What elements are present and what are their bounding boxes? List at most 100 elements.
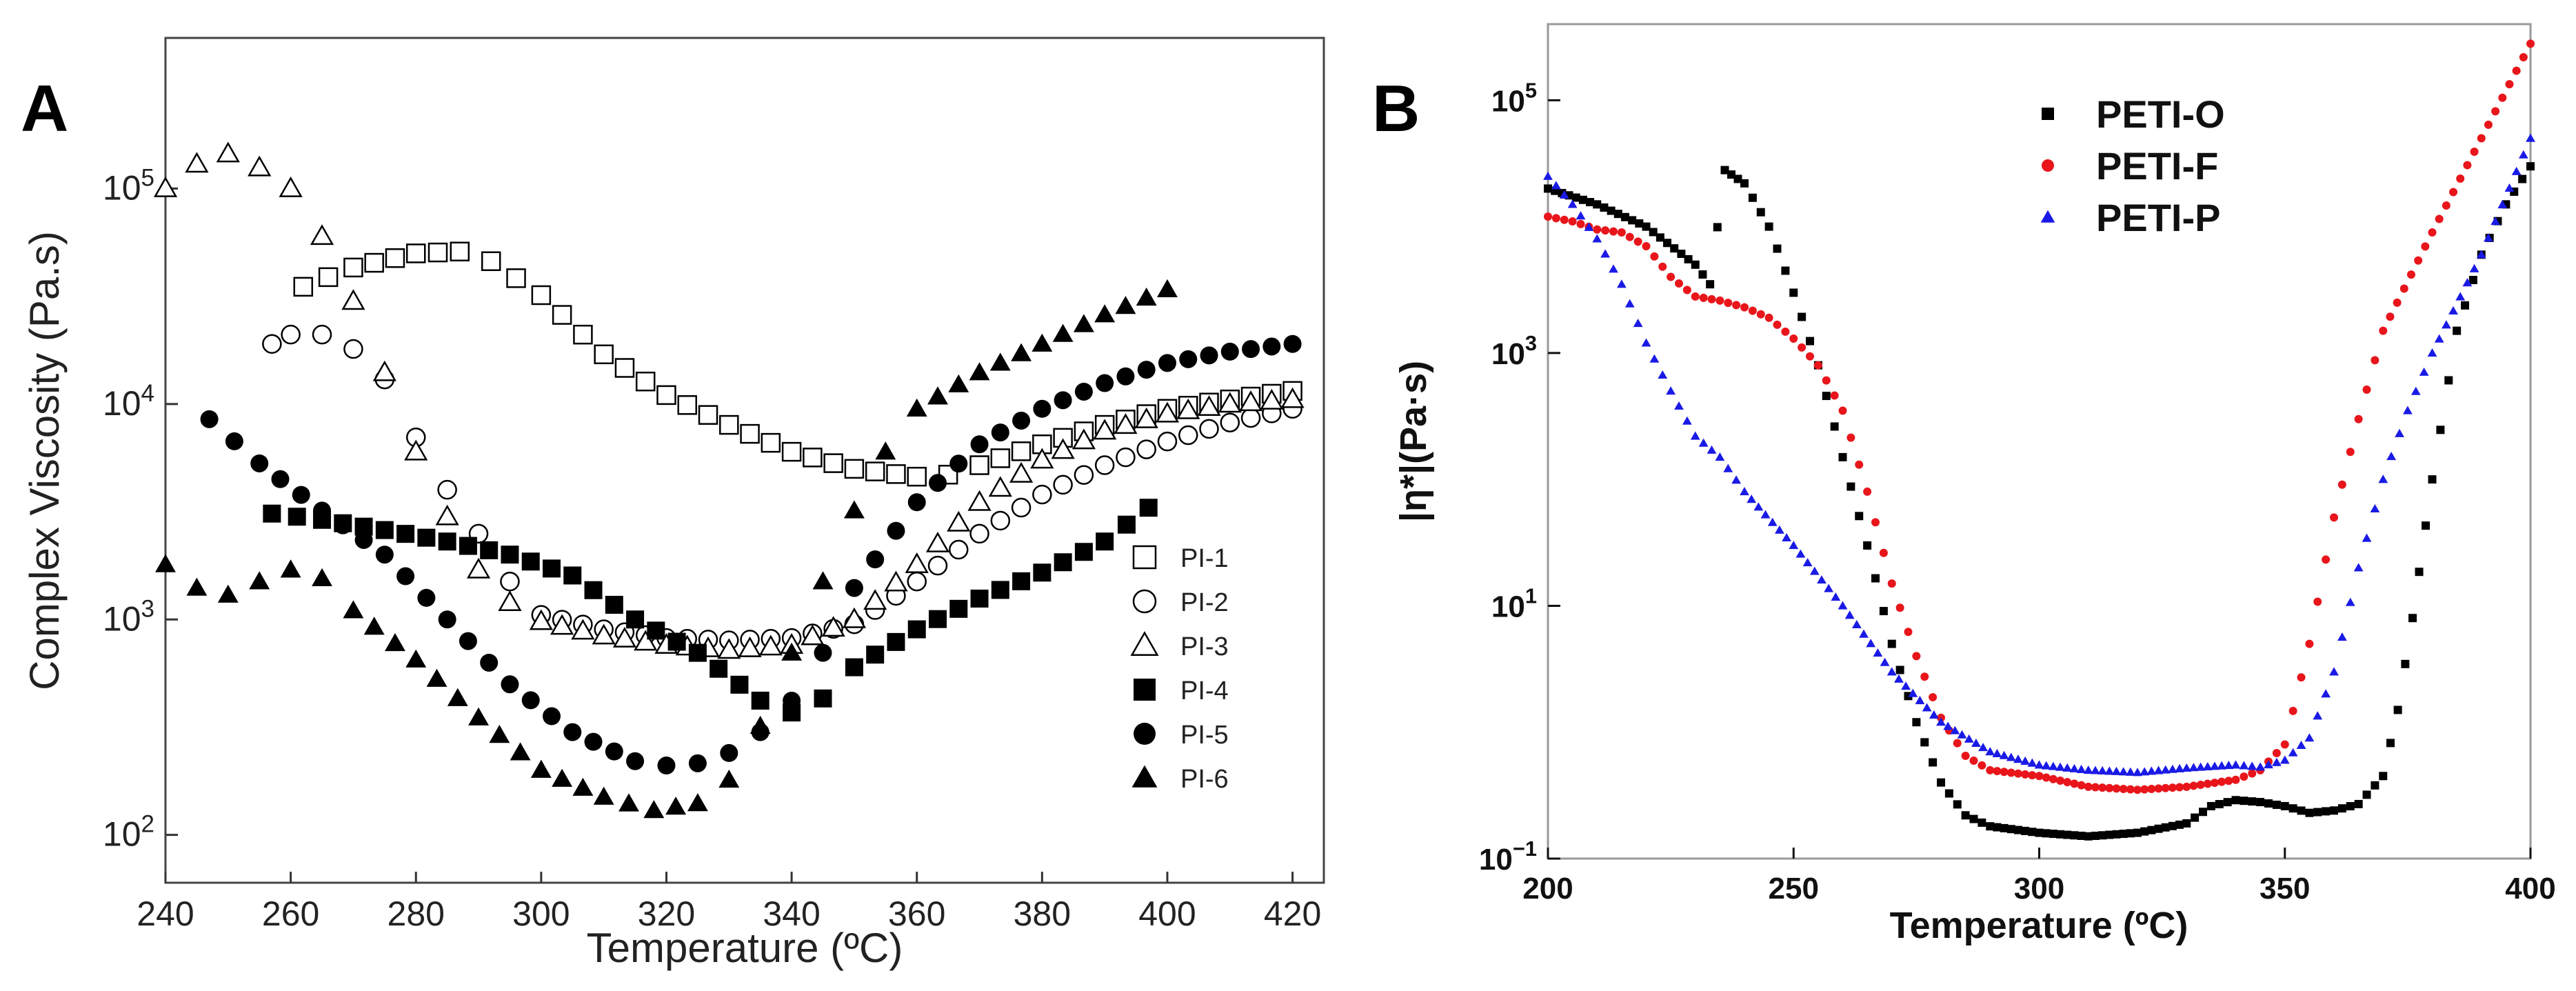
data-point xyxy=(2393,705,2402,714)
data-point xyxy=(1218,392,1242,413)
legend-label-PI-6: PI-6 xyxy=(1180,765,1229,794)
data-point xyxy=(584,581,603,599)
data-point xyxy=(1922,703,1932,712)
data-point xyxy=(634,630,658,651)
data-point xyxy=(435,504,459,525)
data-point xyxy=(1656,233,1664,242)
data-point xyxy=(1961,752,1970,761)
data-point xyxy=(2491,107,2500,116)
data-point xyxy=(1158,354,1176,372)
data-point xyxy=(529,609,553,630)
data-point xyxy=(1986,765,1995,774)
data-point xyxy=(584,732,603,751)
data-point xyxy=(1880,657,1890,666)
data-point xyxy=(1715,452,1725,461)
data-point xyxy=(2305,808,2314,817)
data-point xyxy=(614,358,635,378)
data-point xyxy=(1576,219,1585,228)
data-point xyxy=(1114,413,1138,434)
legend-label-PETI-F: PETI-F xyxy=(2096,144,2218,188)
data-point xyxy=(375,521,394,539)
data-point xyxy=(1813,361,1822,370)
data-point xyxy=(1993,767,2002,776)
legend-marker-PETI-O xyxy=(2042,108,2054,120)
data-point xyxy=(2526,133,2535,142)
data-point xyxy=(647,621,665,640)
data-point xyxy=(865,461,885,481)
data-point xyxy=(1950,725,1960,734)
data-point xyxy=(2379,326,2388,335)
data-point xyxy=(1764,222,1773,231)
series-PETI-O xyxy=(1544,162,2535,841)
data-point xyxy=(907,571,927,592)
data-point xyxy=(385,632,405,652)
data-point xyxy=(2182,763,2192,772)
data-point xyxy=(450,241,470,261)
data-point xyxy=(2154,824,2163,833)
data-point xyxy=(2077,831,2086,840)
x-tick-label: 260 xyxy=(262,894,319,933)
data-point xyxy=(1157,431,1178,452)
data-point xyxy=(887,632,905,651)
data-point xyxy=(1593,225,1602,234)
data-point xyxy=(2182,782,2191,791)
data-point xyxy=(866,550,885,569)
data-point xyxy=(2288,706,2297,715)
data-point xyxy=(823,453,843,473)
data-point xyxy=(572,777,594,796)
data-point xyxy=(2256,798,2265,807)
data-point xyxy=(2091,765,2100,774)
data-point xyxy=(2097,765,2108,774)
data-point xyxy=(438,610,456,629)
data-point xyxy=(1176,398,1200,419)
data-point xyxy=(459,632,477,650)
data-point xyxy=(2449,188,2458,197)
data-point xyxy=(1617,228,1626,237)
data-point xyxy=(1220,412,1240,432)
data-point xyxy=(2280,740,2289,749)
data-point xyxy=(2386,312,2395,321)
data-point xyxy=(2146,766,2157,775)
data-point xyxy=(1179,350,1198,368)
data-point xyxy=(280,559,301,578)
data-point xyxy=(2378,474,2388,483)
data-point xyxy=(2371,781,2379,790)
data-point xyxy=(2182,819,2191,828)
data-point xyxy=(2393,298,2402,307)
data-point xyxy=(1781,327,1790,336)
data-point xyxy=(1732,301,1741,310)
series-PI-4 xyxy=(263,499,1158,722)
data-point xyxy=(1760,510,1771,519)
data-point xyxy=(2395,428,2404,437)
data-point xyxy=(1625,232,1634,241)
data-point xyxy=(2519,52,2528,61)
data-point xyxy=(2272,800,2281,809)
data-point xyxy=(1578,195,1587,204)
data-point xyxy=(906,398,927,417)
data-point xyxy=(312,568,332,586)
data-point xyxy=(2346,802,2355,811)
data-point xyxy=(1633,237,1642,246)
data-point xyxy=(2006,825,2015,834)
data-point xyxy=(498,590,522,611)
data-point xyxy=(396,567,415,585)
data-point xyxy=(2313,597,2322,606)
data-point xyxy=(2456,174,2465,183)
data-point xyxy=(405,243,426,263)
data-point xyxy=(2441,320,2451,329)
data-point xyxy=(1838,406,1847,415)
data-point xyxy=(948,374,969,392)
data-point xyxy=(929,474,947,492)
data-point xyxy=(605,742,623,761)
data-point xyxy=(2337,480,2346,489)
data-point xyxy=(1567,199,1578,208)
data-point xyxy=(1544,212,1552,221)
data-point xyxy=(2041,761,2051,770)
data-point xyxy=(2504,183,2515,192)
data-point xyxy=(967,490,992,511)
data-point xyxy=(2161,783,2170,792)
data-point xyxy=(1053,474,1073,495)
data-point xyxy=(1863,487,1872,496)
data-point xyxy=(1633,319,1643,328)
